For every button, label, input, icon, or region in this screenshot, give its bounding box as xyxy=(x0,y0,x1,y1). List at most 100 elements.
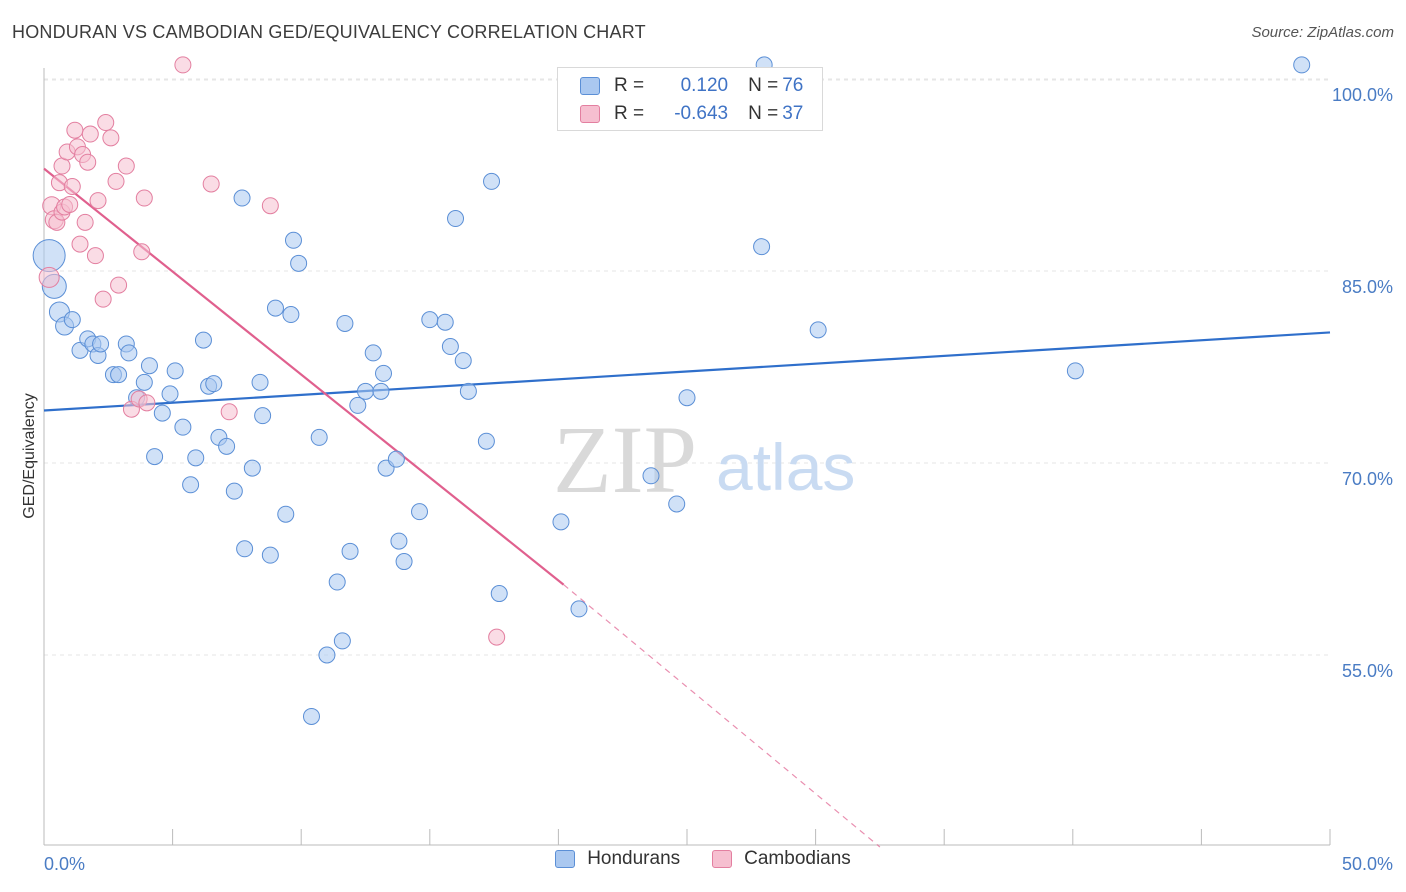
data-point xyxy=(290,254,308,272)
data-point xyxy=(254,407,272,425)
data-point xyxy=(490,585,508,603)
data-point xyxy=(63,311,81,329)
data-point xyxy=(390,532,408,550)
r-label: R = xyxy=(614,75,645,96)
data-point xyxy=(243,459,261,477)
data-point xyxy=(282,306,300,324)
y-tick-label: 100.0% xyxy=(1332,85,1393,105)
data-point xyxy=(266,299,284,317)
data-point xyxy=(421,311,439,329)
legend-item-hondurans[interactable]: Hondurans xyxy=(555,848,680,870)
swatch-cambodians xyxy=(712,850,733,868)
data-point xyxy=(477,432,495,450)
data-point xyxy=(251,373,269,391)
tick-labels: 55.0% 70.0% 85.0% 100.0% 0.0% 50.0% GED/Equiva… xyxy=(21,85,1393,874)
data-point xyxy=(318,646,336,664)
data-point xyxy=(328,573,346,591)
data-point xyxy=(194,331,212,349)
r-value: 0.120 xyxy=(680,75,729,96)
data-point xyxy=(79,153,97,171)
data-point xyxy=(66,121,84,139)
watermark: ZIP atlas xyxy=(553,406,855,513)
n-value: 37 xyxy=(782,103,804,124)
watermark-atlas: atlas xyxy=(716,430,855,504)
data-point xyxy=(284,231,302,249)
data-point xyxy=(1293,56,1311,74)
data-point xyxy=(102,129,120,147)
gridlines xyxy=(44,78,1330,656)
source-label: Source: ZipAtlas.com xyxy=(1251,24,1394,41)
data-point xyxy=(117,157,135,175)
r-label: R = xyxy=(614,103,645,124)
swatch-cambodians xyxy=(580,105,600,123)
data-point xyxy=(92,335,110,353)
trend-line-cambodians xyxy=(43,167,565,586)
data-point xyxy=(107,172,125,190)
data-point xyxy=(436,313,454,331)
x-tick-label: 0.0% xyxy=(44,854,85,874)
n-value: 76 xyxy=(782,75,804,96)
data-point xyxy=(357,382,374,400)
data-point xyxy=(454,352,472,370)
data-point xyxy=(678,389,696,407)
data-point xyxy=(76,213,94,231)
series-hondurans xyxy=(32,56,1311,725)
data-point xyxy=(277,505,295,523)
data-point xyxy=(187,449,205,467)
data-point xyxy=(61,195,79,213)
data-point xyxy=(153,404,171,422)
data-point xyxy=(71,235,89,253)
x-tick-label: 50.0% xyxy=(1342,854,1393,874)
data-point xyxy=(753,238,771,256)
data-point xyxy=(372,382,390,400)
stats-legend: R = 0.120 N = 76 R = -0.643 N = 37 xyxy=(557,67,823,131)
legend-item-cambodians[interactable]: Cambodians xyxy=(712,848,851,870)
swatch-hondurans xyxy=(555,850,576,868)
data-point xyxy=(182,476,200,494)
data-point xyxy=(395,553,413,571)
axes xyxy=(43,68,1331,846)
chart-title: HONDURAN VS CAMBODIAN GED/EQUIVALENCY CO… xyxy=(12,22,646,42)
data-point xyxy=(336,314,354,332)
y-tick-label: 55.0% xyxy=(1342,661,1393,681)
y-axis-label: GED/Equivalency xyxy=(21,393,38,518)
r-value: -0.643 xyxy=(674,103,729,124)
n-label: N = xyxy=(748,75,779,96)
legend-label: Hondurans xyxy=(587,848,681,869)
data-point xyxy=(110,366,128,384)
data-point xyxy=(668,495,686,513)
data-point xyxy=(135,189,153,207)
data-point xyxy=(447,210,465,228)
data-point xyxy=(809,321,827,339)
data-point xyxy=(32,239,66,273)
data-point xyxy=(261,197,279,215)
y-tick-label: 70.0% xyxy=(1342,469,1393,489)
data-point xyxy=(302,707,320,725)
legend-label: Cambodians xyxy=(744,848,851,869)
data-point xyxy=(364,344,382,362)
data-point xyxy=(146,448,164,466)
data-point xyxy=(110,276,128,294)
data-point xyxy=(642,467,660,485)
data-point xyxy=(89,192,107,210)
data-point xyxy=(63,178,81,196)
n-label: N = xyxy=(748,103,779,124)
trend-line-cambodians-extension xyxy=(563,584,881,848)
data-point xyxy=(135,373,153,391)
swatch-hondurans xyxy=(580,77,600,95)
data-point xyxy=(349,396,367,414)
data-point xyxy=(1066,362,1084,380)
data-point xyxy=(411,503,429,521)
data-point xyxy=(166,362,184,380)
data-point xyxy=(483,172,501,190)
watermark-zip: ZIP xyxy=(553,406,697,513)
trend-lines xyxy=(43,167,1331,848)
data-point xyxy=(94,290,112,308)
data-point xyxy=(441,338,459,356)
data-point xyxy=(81,125,99,143)
legend-row-cambodians: R = -0.643 N = 37 xyxy=(580,100,803,128)
data-point xyxy=(133,243,151,261)
data-point xyxy=(488,628,506,646)
data-points xyxy=(32,56,1311,725)
data-point xyxy=(120,344,138,362)
